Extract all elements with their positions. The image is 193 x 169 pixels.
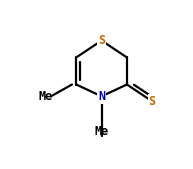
Text: S: S (149, 95, 156, 108)
Text: Me: Me (94, 125, 109, 138)
Text: Me: Me (39, 90, 53, 103)
Text: N: N (98, 90, 105, 103)
Text: S: S (98, 34, 105, 47)
